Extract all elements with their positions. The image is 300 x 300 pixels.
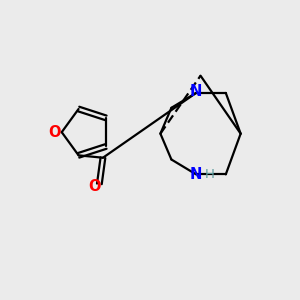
Text: N: N: [189, 167, 202, 182]
Text: N: N: [190, 84, 202, 99]
Text: O: O: [88, 179, 100, 194]
Text: H: H: [205, 169, 214, 182]
Text: O: O: [48, 125, 61, 140]
